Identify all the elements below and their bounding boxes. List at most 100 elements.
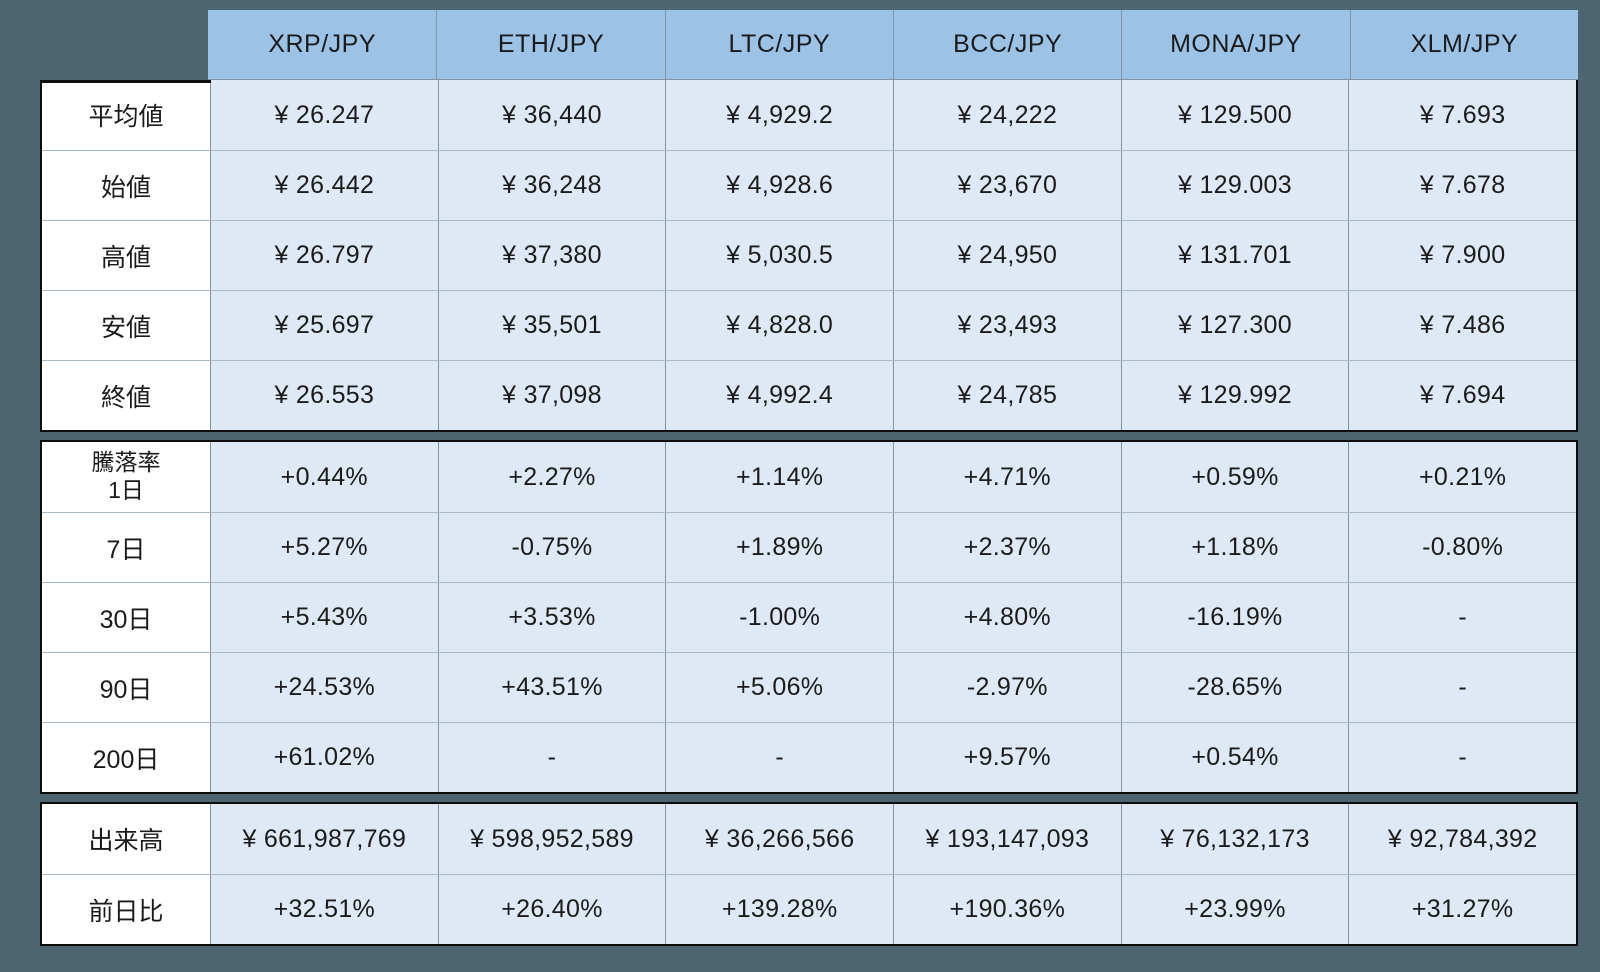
table-header-row: XRP/JPY ETH/JPY LTC/JPY BCC/JPY MONA/JPY XLM/… — [208, 10, 1578, 80]
table-row: 始値 ¥ 26.442 ¥ 36,248 ¥ 4,928.6 ¥ 23,670 ¥ 129… — [42, 150, 1576, 220]
table-cell: +190.36% — [893, 875, 1121, 944]
table-cell: -0.80% — [1348, 513, 1576, 582]
table-cell: -2.97% — [893, 653, 1121, 722]
table-cell: +43.51% — [437, 653, 666, 722]
table-cell: +26.40% — [437, 875, 666, 944]
table-row: 30日 +5.43% +3.53% -1.00% +4.80% -16.19% - — [42, 582, 1576, 652]
column-header-xlm-jpy: XLM/JPY — [1349, 10, 1578, 79]
table-cell: ¥ 76,132,173 — [1120, 804, 1349, 874]
table-cell: ¥ 598,952,589 — [437, 804, 666, 874]
table-cell: - — [665, 723, 893, 792]
table-cell: +1.89% — [665, 513, 893, 582]
column-header-bcc-jpy: BCC/JPY — [892, 10, 1121, 79]
table-cell: +5.06% — [665, 653, 893, 722]
table-cell: ¥ 35,501 — [437, 291, 666, 360]
table-cell: ¥ 36,266,566 — [665, 804, 893, 874]
table-cell: ¥ 37,098 — [437, 361, 666, 430]
row-label: 平均値 — [42, 80, 210, 150]
table-cell: ¥ 129.500 — [1120, 80, 1349, 150]
table-cell: +0.21% — [1348, 442, 1576, 512]
table-cell: ¥ 127.300 — [1120, 291, 1349, 360]
table-cell: +5.27% — [210, 513, 438, 582]
column-header-eth-jpy: ETH/JPY — [436, 10, 664, 79]
table-cell: ¥ 129.992 — [1120, 361, 1349, 430]
table-cell: +0.44% — [210, 442, 438, 512]
row-label-line: 1日 — [108, 477, 144, 503]
column-header-xrp-jpy: XRP/JPY — [268, 30, 377, 58]
table-cell: ¥ 24,222 — [893, 80, 1121, 150]
table-section-change-rates: 騰落率 1日 +0.44% +2.27% +1.14% +4.71% +0.59% +0.21… — [40, 440, 1578, 794]
table-cell: ¥ 129.003 — [1120, 151, 1349, 220]
crypto-price-table: XRP/JPY ETH/JPY LTC/JPY BCC/JPY MONA/JPY XLM/… — [40, 10, 1578, 946]
table-row: 平均値 ¥ 26.247 ¥ 36,440 ¥ 4,929.2 ¥ 24,222 ¥ 12… — [42, 80, 1576, 150]
table-cell: +139.28% — [665, 875, 893, 944]
row-label: 7日 — [42, 513, 210, 582]
table-cell: -1.00% — [665, 583, 893, 652]
table-section-volume: 出来高 ¥ 661,987,769 ¥ 598,952,589 ¥ 36,266,56… — [40, 802, 1578, 946]
row-label: 騰落率 1日 — [42, 442, 210, 512]
table-cell: - — [1348, 583, 1576, 652]
table-section-prices: 平均値 ¥ 26.247 ¥ 36,440 ¥ 4,929.2 ¥ 24,222 ¥ 12… — [40, 80, 1578, 432]
table-cell: +9.57% — [893, 723, 1121, 792]
table-cell: ¥ 26.442 — [210, 151, 438, 220]
table-row: 安値 ¥ 25.697 ¥ 35,501 ¥ 4,828.0 ¥ 23,493 ¥ 127… — [42, 290, 1576, 360]
table-cell: ¥ 23,493 — [893, 291, 1121, 360]
row-label: 高値 — [42, 221, 210, 290]
table-cell: +61.02% — [210, 723, 438, 792]
table-cell: -0.75% — [437, 513, 666, 582]
table-cell: ¥ 4,828.0 — [665, 291, 893, 360]
table-cell: ¥ 661,987,769 — [210, 804, 438, 874]
table-cell: ¥ 131.701 — [1120, 221, 1349, 290]
table-cell: ¥ 7.694 — [1348, 361, 1576, 430]
table-cell: +4.71% — [893, 442, 1121, 512]
table-cell: +1.14% — [665, 442, 893, 512]
table-cell: +24.53% — [210, 653, 438, 722]
table-cell: ¥ 37,380 — [437, 221, 666, 290]
table-cell: ¥ 7.486 — [1348, 291, 1576, 360]
table-row: 7日 +5.27% -0.75% +1.89% +2.37% +1.18% -0.80% — [42, 512, 1576, 582]
table-cell: +3.53% — [437, 583, 666, 652]
table-cell: ¥ 25.697 — [210, 291, 438, 360]
table-cell: - — [437, 723, 666, 792]
table-cell: ¥ 36,440 — [437, 80, 666, 150]
table-sections: 平均値 ¥ 26.247 ¥ 36,440 ¥ 4,929.2 ¥ 24,222 ¥ 12… — [40, 80, 1578, 946]
table-row: 200日 +61.02% - - +9.57% +0.54% - — [42, 722, 1576, 792]
table-cell: +0.54% — [1120, 723, 1349, 792]
column-header-ltc-jpy: LTC/JPY — [664, 10, 893, 79]
table-cell: ¥ 7.693 — [1348, 80, 1576, 150]
table-cell: ¥ 24,785 — [893, 361, 1121, 430]
table-cell: +0.59% — [1120, 442, 1349, 512]
table-cell: ¥ 26.247 — [210, 80, 438, 150]
table-cell: ¥ 24,950 — [893, 221, 1121, 290]
row-label: 出来高 — [42, 804, 210, 874]
row-label: 始値 — [42, 151, 210, 220]
table-cell: - — [1348, 723, 1576, 792]
table-cell: +2.37% — [893, 513, 1121, 582]
table-row: 終値 ¥ 26.553 ¥ 37,098 ¥ 4,992.4 ¥ 24,785 ¥ 129… — [42, 360, 1576, 430]
row-label: 200日 — [42, 723, 210, 792]
table-cell: ¥ 23,670 — [893, 151, 1121, 220]
table-cell: +5.43% — [210, 583, 438, 652]
table-cell: +4.80% — [893, 583, 1121, 652]
table-cell: ¥ 26.797 — [210, 221, 438, 290]
table-cell: ¥ 92,784,392 — [1348, 804, 1576, 874]
table-cell: ¥ 4,992.4 — [665, 361, 893, 430]
table-row: 騰落率 1日 +0.44% +2.27% +1.14% +4.71% +0.59% +0.21… — [42, 442, 1576, 512]
table-cell: -16.19% — [1120, 583, 1349, 652]
row-label: 前日比 — [42, 875, 210, 944]
table-cell: ¥ 7.900 — [1348, 221, 1576, 290]
table-cell: - — [1348, 653, 1576, 722]
table-cell: +1.18% — [1120, 513, 1349, 582]
table-cell: ¥ 36,248 — [437, 151, 666, 220]
row-label: 90日 — [42, 653, 210, 722]
row-label: 30日 — [42, 583, 210, 652]
table-cell: ¥ 4,929.2 — [665, 80, 893, 150]
table-cell: ¥ 193,147,093 — [893, 804, 1121, 874]
table-cell: ¥ 5,030.5 — [665, 221, 893, 290]
table-cell: ¥ 4,928.6 — [665, 151, 893, 220]
row-label-line: 騰落率 — [91, 449, 161, 476]
table-cell: ¥ 7.678 — [1348, 151, 1576, 220]
row-label: 安値 — [42, 291, 210, 360]
table-row: 90日 +24.53% +43.51% +5.06% -2.97% -28.65% - — [42, 652, 1576, 722]
table-cell: ¥ 26.553 — [210, 361, 438, 430]
